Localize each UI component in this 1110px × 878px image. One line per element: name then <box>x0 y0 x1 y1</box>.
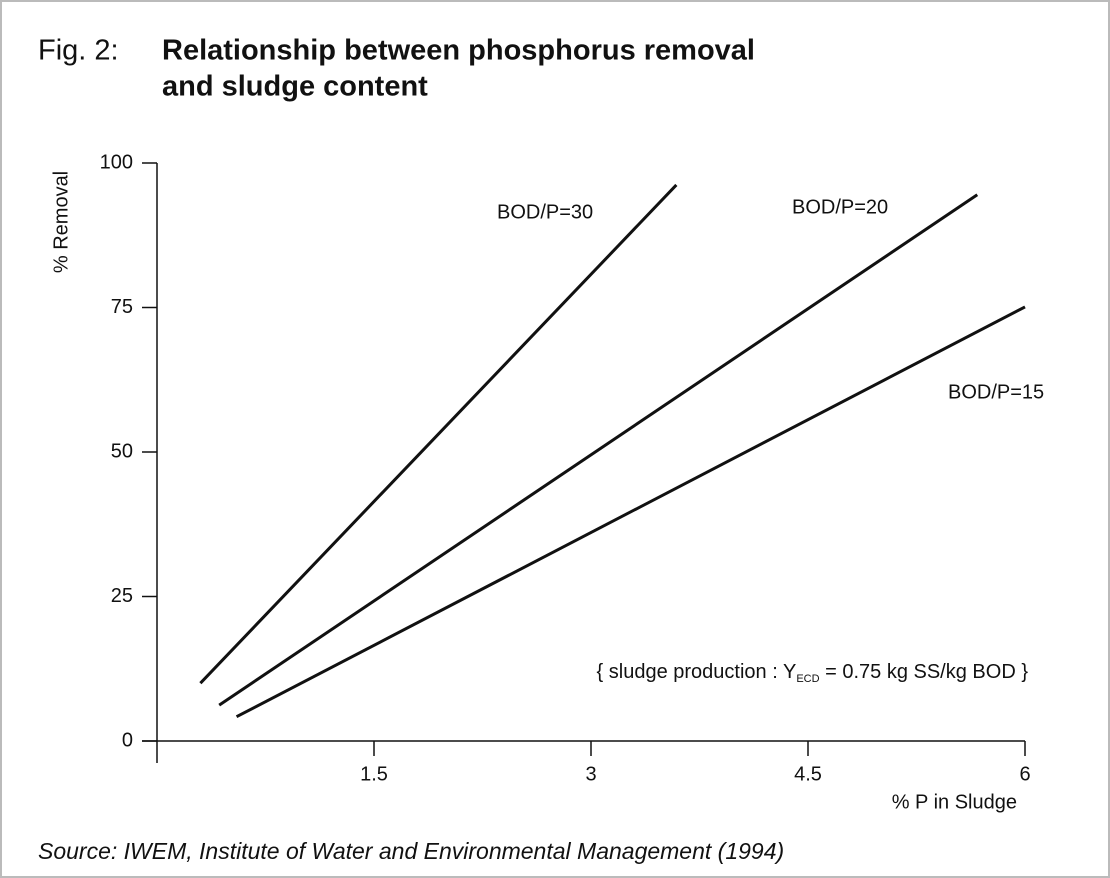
y-tick-label: 25 <box>111 585 133 607</box>
line-label: BOD/P=20 <box>792 196 888 218</box>
line <box>235 305 1026 719</box>
annotation-subscript: ECD <box>796 673 819 685</box>
x-tick-label: 3 <box>585 763 596 785</box>
line <box>218 193 979 707</box>
annotation-text: = 0.75 kg SS/kg BOD } <box>820 661 1029 683</box>
y-tick-label: 100 <box>100 151 133 173</box>
line-label: BOD/P=15 <box>948 381 1044 403</box>
y-tick-label: 50 <box>111 440 133 462</box>
annotation-text: { sludge production : Y <box>597 661 797 683</box>
x-tick-label: 1.5 <box>360 763 388 785</box>
x-axis-label: % P in Sludge <box>892 791 1017 813</box>
x-tick-label: 4.5 <box>794 763 822 785</box>
y-tick-label: 75 <box>111 296 133 318</box>
chart-title: and sludge content <box>162 71 428 103</box>
x-tick-label: 6 <box>1019 763 1030 785</box>
figure-label: Fig. 2: <box>38 35 119 67</box>
line-label: BOD/P=30 <box>497 201 593 223</box>
y-tick-label: 0 <box>122 729 133 751</box>
chart-title: Relationship between phosphorus removal <box>162 35 755 67</box>
line <box>199 183 678 685</box>
source: Source: IWEM, Institute of Water and Env… <box>38 838 784 864</box>
annotation: { sludge production : YECD = 0.75 kg SS/… <box>597 661 1029 685</box>
y-axis-label: % Removal <box>50 171 72 273</box>
